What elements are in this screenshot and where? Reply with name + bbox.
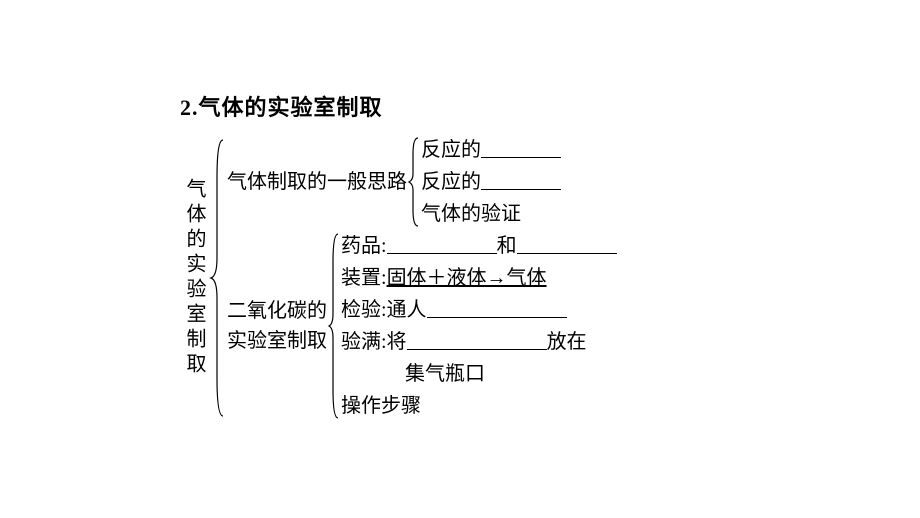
blank-reaction1 [481, 138, 561, 158]
root-label: 气体的实验室制取 [180, 173, 209, 383]
reaction-line2: 反应的 [421, 166, 561, 198]
brace-section1 [407, 136, 421, 228]
section-title: 2.气体的实验室制取 [180, 90, 740, 122]
blank-drug2 [517, 234, 617, 254]
device-line: 装置:固体＋液体→气体 [341, 262, 617, 294]
steps-line: 操作步骤 [341, 390, 617, 422]
device-label: 装置: [341, 267, 387, 289]
full-prefix: 验满:将 [341, 331, 407, 353]
drug-prefix: 药品: [341, 235, 387, 257]
blank-test [427, 298, 567, 318]
drug-and: 和 [497, 235, 517, 257]
section1-label: 气体制取的一般思路 [227, 167, 407, 197]
full-line2: 集气瓶口 [341, 358, 617, 390]
blank-full [407, 330, 547, 350]
reaction-line1: 反应的 [421, 134, 561, 166]
test-line: 检验:通人 [341, 294, 617, 326]
device-value: 固体＋液体→气体 [387, 267, 547, 289]
line2-prefix: 反应的 [421, 171, 481, 193]
drug-line: 药品: 和 [341, 230, 617, 262]
brace-root [209, 138, 227, 418]
test-prefix: 检验:通人 [341, 299, 427, 321]
section2-label-line1: 二氧化碳的 [227, 296, 327, 326]
section2-label-line2: 实验室制取 [227, 326, 327, 356]
full-suffix: 放在 [547, 331, 587, 353]
line1-prefix: 反应的 [421, 139, 481, 161]
brace-section2 [327, 232, 341, 420]
section-general-approach: 气体制取的一般思路 反应的 反应的 气体的验证 [227, 134, 617, 230]
hierarchy-diagram: 气体的实验室制取 气体制取的一般思路 反应的 反应的 [180, 134, 740, 422]
section-co2-lab: 二氧化碳的 实验室制取 药品: 和 装置:固体＋液体→气体 检验:通人 [227, 230, 617, 422]
blank-reaction2 [481, 170, 561, 190]
blank-drug1 [387, 234, 497, 254]
full-line1: 验满:将 放在 [341, 326, 617, 358]
verify-line: 气体的验证 [421, 198, 561, 230]
